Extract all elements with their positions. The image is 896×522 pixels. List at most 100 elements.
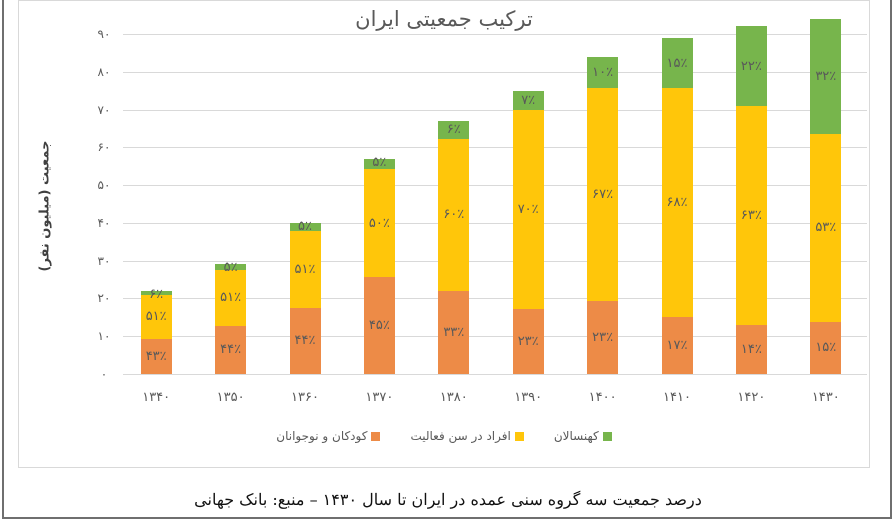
bar-segment: ۱۴٪ [735, 324, 767, 374]
data-label: ۵٪ [223, 260, 238, 276]
legend-label: کودکان و نوجوانان [276, 429, 368, 443]
x-tick-label: ۱۳۹۰ [514, 390, 543, 405]
bar-segment: ۳۲٪ [810, 18, 842, 134]
gridline [123, 71, 867, 73]
gridline [123, 374, 867, 375]
bar-stack: ۱۷٪ ۶۸٪ ۱۵٪ [661, 37, 693, 374]
data-label: ۶۷٪ [592, 187, 614, 203]
x-tick-label: ۱۴۳۰ [811, 390, 840, 405]
figure-caption: درصد جمعیت سه گروه سنی عمده در ایران تا … [194, 490, 702, 509]
data-label: ۵٪ [298, 218, 312, 234]
data-label: ۶۸٪ [666, 195, 688, 211]
bar-stack: ۲۳٪ ۶۷٪ ۱۰٪ [587, 56, 619, 374]
data-label: ۱۷٪ [666, 337, 688, 353]
bar-segment: ۲۲٪ [735, 26, 767, 106]
data-label: ۵۱٪ [220, 290, 242, 306]
gridline [123, 147, 867, 149]
legend-swatch-icon [514, 431, 524, 441]
gridline [123, 34, 867, 35]
legend-swatch-icon [371, 431, 381, 441]
y-tick-label: ۶۰ [97, 140, 111, 155]
legend-item: افراد در سن فعالیت [410, 429, 524, 443]
bar-segment: ۷۰٪ [512, 109, 544, 309]
data-label: ۷٪ [521, 92, 536, 108]
bar-segment: ۵۱٪ [140, 295, 172, 339]
bar-segment: ۵۱٪ [289, 230, 321, 308]
bar-stack: ۱۴٪ ۶۳٪ ۲۲٪ [735, 26, 767, 374]
bar-segment: ۵۳٪ [810, 133, 842, 322]
data-label: ۱۴٪ [740, 341, 762, 357]
y-tick-label: ۲۰ [97, 291, 111, 306]
bar-segment: ۴۴٪ [289, 307, 321, 374]
gridline [123, 260, 867, 262]
x-tick-label: ۱۳۷۰ [365, 390, 394, 405]
legend-item: کودکان و نوجوانان [276, 429, 381, 443]
data-label: ۲۳٪ [592, 330, 614, 346]
bar-segment: ۶۰٪ [438, 139, 470, 291]
y-tick-label: ۴۰ [97, 215, 111, 230]
legend: کهنسالان افراد در سن فعالیت کودکان و نوجوا… [19, 429, 869, 443]
data-label: ۶۰٪ [443, 207, 465, 223]
legend-item: کهنسالان [554, 429, 612, 443]
bar-segment: ۵٪ [289, 219, 321, 234]
bar-segment: ۴۵٪ [363, 276, 395, 374]
data-label: ۱۰٪ [592, 65, 614, 81]
data-label: ۷۰٪ [517, 201, 539, 217]
bar-stack: ۳۳٪ ۶۰٪ ۶٪ [438, 120, 470, 374]
bar-segment: ۴۴٪ [215, 325, 247, 374]
bar-stack: ۴۳٪ ۵۱٪ ۶٪ [140, 287, 172, 374]
chart-area: ترکیب جمعیتی ایران جمعیت (میلیون نفر) ۰ ۱… [18, 0, 870, 468]
bar-segment: ۱۷٪ [661, 316, 693, 374]
x-tick-label: ۱۳۴۰ [142, 390, 171, 405]
y-tick-label: ۷۰ [97, 102, 111, 117]
data-label: ۳۲٪ [815, 68, 837, 84]
bar-segment: ۶۳٪ [735, 105, 767, 325]
bar-stack: ۴۴٪ ۵۱٪ ۵٪ [215, 260, 247, 374]
x-tick-label: ۱۳۵۰ [216, 390, 245, 405]
data-label: ۲۳٪ [517, 333, 539, 349]
data-label: ۵۰٪ [368, 215, 390, 231]
bar-segment: ۱۵٪ [810, 321, 842, 374]
bar-segment: ۷٪ [512, 90, 544, 110]
bar-segment: ۴۳٪ [140, 338, 172, 374]
bar-segment: ۶٪ [438, 120, 470, 140]
bar-segment: ۲۳٪ [512, 308, 544, 374]
data-label: ۴۴٪ [294, 333, 316, 349]
bar-segment: ۵٪ [363, 155, 395, 170]
legend-label: افراد در سن فعالیت [410, 429, 511, 443]
data-label: ۶٪ [149, 286, 164, 302]
chart-title: ترکیب جمعیتی ایران [355, 7, 533, 31]
gridline [123, 185, 867, 187]
x-tick-label: ۱۴۰۰ [588, 390, 617, 405]
bar-stack: ۴۵٪ ۵۰٪ ۵٪ [363, 155, 395, 374]
data-label: ۶۳٪ [740, 207, 762, 223]
bar-segment: ۱۰٪ [587, 56, 619, 89]
y-tick-label: ۳۰ [97, 253, 111, 268]
legend-label: کهنسالان [553, 429, 599, 443]
gridline [123, 336, 867, 338]
data-label: ۱۵٪ [666, 55, 688, 71]
gridline [123, 222, 867, 224]
plot-area: ۴۳٪ ۵۱٪ ۶٪ ۴۴٪ ۵۱٪ ۵٪ ۴۴٪ ۵۱٪ ۵٪ ۴۵٪ ۵۰٪ ۵٪ ۳۳٪ ۶۰٪ ۶٪… [123, 18, 867, 375]
gridline [123, 298, 867, 300]
data-label: ۵۱٪ [145, 309, 167, 325]
gridline [123, 109, 867, 111]
x-tick-label: ۱۳۸۰ [439, 390, 468, 405]
bar-segment: ۶٪ [140, 287, 172, 302]
legend-swatch-icon [602, 431, 612, 441]
data-label: ۵۱٪ [294, 261, 316, 277]
data-label: ۴۳٪ [145, 348, 167, 364]
bar-stack: ۲۳٪ ۷۰٪ ۷٪ [512, 90, 544, 374]
bar-segment: ۵۰٪ [363, 169, 395, 277]
bar-stack: ۱۵٪ ۵۳٪ ۳۲٪ [810, 18, 842, 374]
y-axis-label: جمعیت (میلیون نفر) [37, 140, 53, 272]
data-label: ۲۲٪ [740, 58, 762, 74]
y-tick-label: ۱۰ [97, 329, 111, 344]
bar-segment: ۲۳٪ [587, 301, 619, 374]
bar-segment: ۵۱٪ [215, 269, 247, 326]
data-label: ۵٪ [372, 154, 387, 170]
x-tick-label: ۱۴۱۰ [663, 390, 691, 405]
y-tick-label: ۰ [100, 367, 108, 381]
data-label: ۴۵٪ [368, 317, 390, 333]
